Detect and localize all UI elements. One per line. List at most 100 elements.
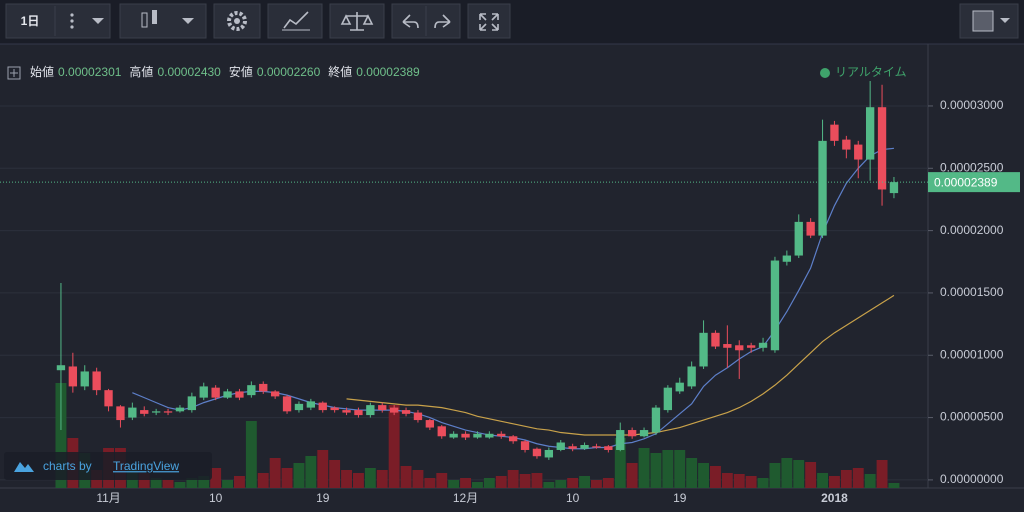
candle-body [163, 411, 173, 413]
last-price-box [928, 172, 1020, 193]
candle-body [175, 407, 185, 412]
interval-label: 1日 [21, 14, 40, 28]
candle-body [746, 345, 756, 348]
y-tick-label: 0.00001000 [940, 347, 1004, 361]
button-bg [267, 3, 323, 39]
candle-body [842, 139, 851, 150]
candle-body [56, 365, 66, 371]
dot [70, 19, 74, 23]
volume-bar [793, 460, 805, 488]
volume-bar [210, 468, 222, 488]
icon [234, 18, 240, 24]
chart-type-button[interactable] [119, 3, 207, 39]
last-price-label: 0.00002389 [934, 175, 998, 189]
candle-body [68, 366, 78, 387]
volume-bar [388, 405, 400, 488]
volume-bar [483, 478, 495, 488]
dropdown-arrow [182, 18, 194, 24]
volume-bar [293, 463, 305, 488]
candle-body [782, 255, 792, 262]
volume-bar [710, 466, 721, 488]
volume-bar [876, 460, 888, 488]
fullscreen-button[interactable] [467, 3, 511, 39]
icon [340, 12, 374, 31]
x-tick-label: 11月 [96, 491, 120, 505]
candle-body [140, 410, 149, 414]
indicators-button[interactable] [267, 3, 323, 39]
x-tick-label: 10 [566, 491, 580, 505]
candle-body [401, 410, 411, 414]
candle-body [259, 383, 268, 392]
volume-bar [460, 478, 471, 488]
volume-bar [400, 466, 412, 488]
legend-toggle[interactable] [7, 66, 21, 80]
candle-body [330, 407, 339, 411]
volume-bar [162, 480, 174, 488]
volume-bar [579, 476, 590, 488]
volume-bar [353, 473, 364, 488]
y-tick-label: 0.00000000 [940, 472, 1004, 486]
volume-bar [341, 470, 352, 488]
candle-body [865, 107, 875, 160]
volume-bar [138, 473, 150, 488]
undo-redo[interactable] [391, 3, 461, 39]
candle-body [758, 342, 768, 348]
compare-button[interactable] [329, 3, 385, 39]
button-bg [467, 3, 511, 39]
candle-body [306, 401, 316, 408]
candle-body [568, 446, 577, 449]
candle-body [770, 260, 780, 351]
y-tick-label: 0.00003000 [940, 98, 1004, 112]
candle-body [413, 412, 423, 421]
volume [55, 383, 900, 488]
settings-button[interactable] [213, 3, 261, 39]
candle-body [389, 407, 399, 413]
legend: 始値 0.00002301 高値 0.00002430 安値 0.00002260 終値 0.… [7, 64, 420, 80]
interval-button[interactable]: 1日 [5, 3, 111, 39]
legend-value: 0.00002301 [58, 65, 122, 79]
candle-body [627, 430, 637, 437]
candle-body [889, 182, 899, 194]
candle-body [735, 345, 744, 351]
dropdown-arrow [1000, 18, 1010, 23]
candle-body [116, 406, 125, 421]
candle-body [294, 403, 304, 411]
volume-bar [686, 458, 698, 488]
x-tick-label: 19 [316, 491, 330, 505]
volume-bar [698, 463, 709, 488]
volume-bar [662, 450, 674, 488]
branding[interactable]: charts by TradingView [4, 452, 212, 480]
branding-name: TradingView [113, 459, 179, 473]
volume-bar [472, 482, 483, 488]
layout-button[interactable] [959, 3, 1019, 39]
branding-icon [14, 462, 34, 472]
volume-bar [436, 473, 448, 488]
candle-body [128, 407, 137, 418]
candle-body [270, 391, 280, 397]
button-bg [119, 3, 207, 39]
volume-bar [614, 438, 626, 488]
candle-body [366, 405, 375, 416]
redo-icon [434, 14, 451, 29]
dropdown-arrow [92, 18, 104, 24]
candle-body [794, 221, 803, 256]
candle-body [425, 420, 435, 428]
x-tick-label: 10 [209, 491, 223, 505]
volume-bar [507, 470, 519, 488]
volume-bar [626, 463, 638, 488]
volume-bar [186, 478, 198, 488]
legend-value: 0.00002389 [356, 65, 420, 79]
volume-bar [638, 448, 650, 488]
status: リアルタイム [835, 65, 907, 79]
volume-bar [376, 470, 388, 488]
candles [56, 81, 899, 460]
candle-body [854, 144, 863, 160]
icon [227, 11, 247, 31]
y-tick-label: 0.00002500 [940, 160, 1004, 174]
volume-bar [757, 478, 769, 488]
candle-body [508, 436, 518, 442]
candle-body [604, 446, 613, 450]
candle-body [199, 386, 208, 398]
